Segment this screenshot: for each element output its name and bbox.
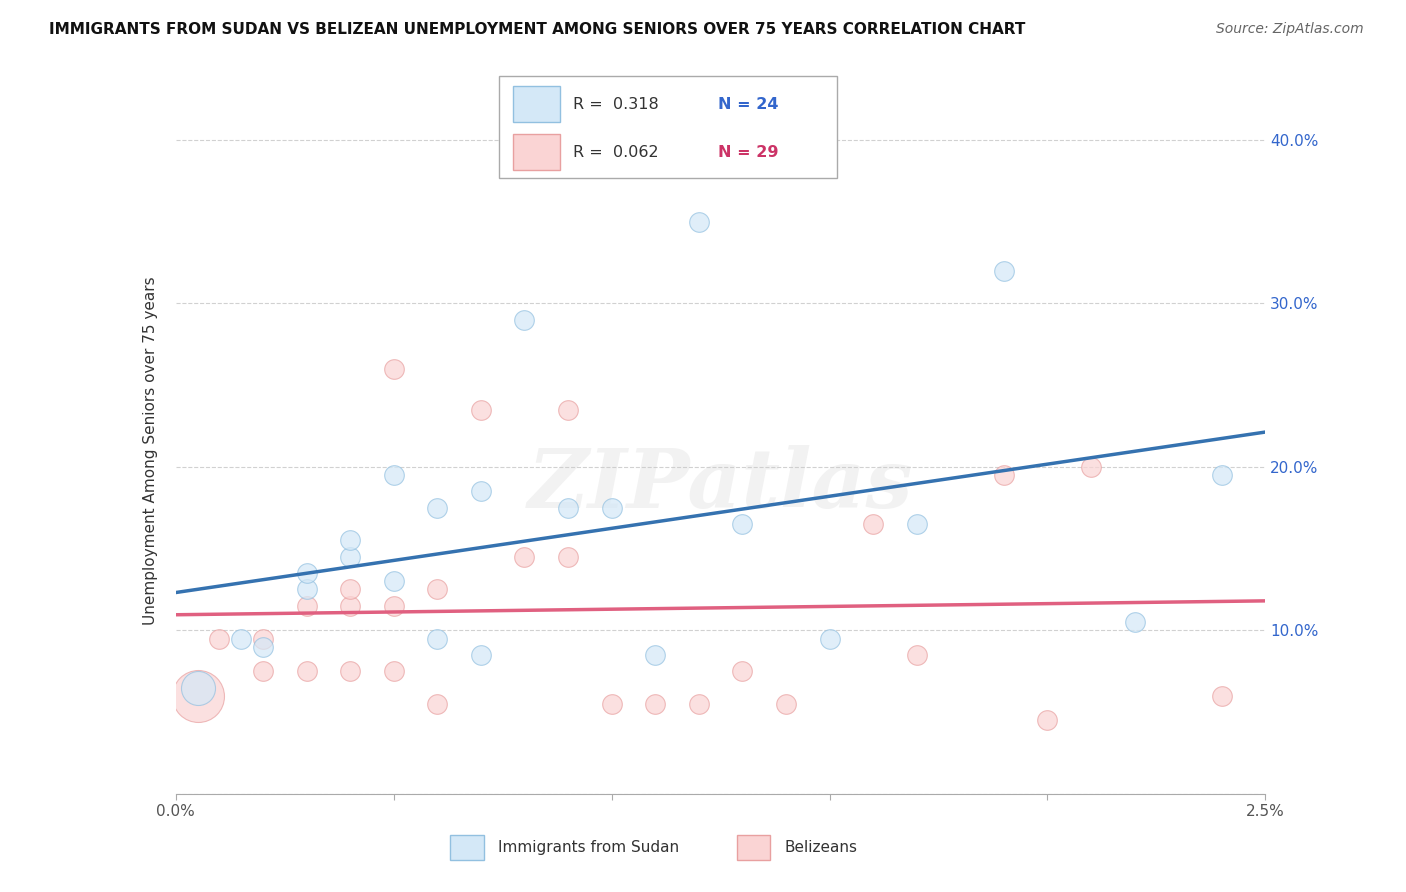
Point: [557, 549, 579, 564]
Point: [208, 632, 231, 646]
Point: [339, 599, 361, 613]
Point: [513, 549, 536, 564]
FancyBboxPatch shape: [450, 835, 484, 860]
Point: [905, 648, 928, 662]
Point: [426, 697, 449, 711]
Point: [252, 632, 274, 646]
Point: [252, 664, 274, 679]
Point: [470, 484, 492, 499]
Point: [382, 467, 405, 482]
Text: IMMIGRANTS FROM SUDAN VS BELIZEAN UNEMPLOYMENT AMONG SENIORS OVER 75 YEARS CORRE: IMMIGRANTS FROM SUDAN VS BELIZEAN UNEMPL…: [49, 22, 1025, 37]
Point: [1211, 689, 1233, 703]
FancyBboxPatch shape: [513, 135, 560, 170]
Text: Immigrants from Sudan: Immigrants from Sudan: [498, 840, 679, 855]
Point: [688, 697, 710, 711]
Point: [382, 599, 405, 613]
Point: [426, 500, 449, 515]
Point: [731, 664, 754, 679]
Point: [295, 599, 318, 613]
Point: [382, 574, 405, 589]
Point: [339, 549, 361, 564]
Point: [339, 582, 361, 597]
FancyBboxPatch shape: [513, 87, 560, 122]
Text: Belizeans: Belizeans: [785, 840, 858, 855]
Point: [600, 697, 623, 711]
Point: [470, 648, 492, 662]
Point: [470, 402, 492, 417]
Point: [426, 632, 449, 646]
Point: [644, 697, 666, 711]
Point: [557, 500, 579, 515]
Point: [557, 402, 579, 417]
Point: [775, 697, 797, 711]
Point: [993, 467, 1015, 482]
Point: [905, 516, 928, 531]
Text: Source: ZipAtlas.com: Source: ZipAtlas.com: [1216, 22, 1364, 37]
Point: [295, 582, 318, 597]
FancyBboxPatch shape: [499, 76, 837, 178]
FancyBboxPatch shape: [737, 835, 770, 860]
Point: [818, 632, 841, 646]
Point: [382, 361, 405, 376]
Point: [1080, 459, 1102, 474]
Point: [186, 689, 209, 703]
Point: [1211, 467, 1233, 482]
Text: ZIPatlas: ZIPatlas: [527, 445, 914, 524]
Point: [186, 681, 209, 695]
Point: [993, 263, 1015, 277]
Text: R =  0.062: R = 0.062: [574, 145, 659, 160]
Point: [382, 664, 405, 679]
Point: [231, 632, 253, 646]
Point: [862, 516, 884, 531]
Y-axis label: Unemployment Among Seniors over 75 years: Unemployment Among Seniors over 75 years: [142, 277, 157, 624]
Point: [295, 566, 318, 580]
Point: [1123, 615, 1146, 630]
Point: [600, 500, 623, 515]
Point: [731, 516, 754, 531]
Point: [644, 648, 666, 662]
Point: [252, 640, 274, 654]
Point: [339, 533, 361, 548]
Text: N = 24: N = 24: [718, 96, 779, 112]
Text: N = 29: N = 29: [718, 145, 779, 160]
Point: [688, 214, 710, 228]
Point: [295, 664, 318, 679]
Point: [1036, 714, 1059, 728]
Point: [513, 312, 536, 326]
Point: [339, 664, 361, 679]
Text: R =  0.318: R = 0.318: [574, 96, 659, 112]
Point: [426, 582, 449, 597]
